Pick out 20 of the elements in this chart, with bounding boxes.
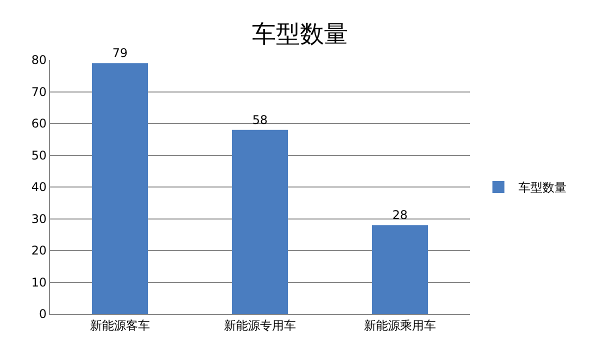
y-tick-label: 30 (31, 212, 47, 226)
x-tick-label: 新能源客车 (90, 318, 150, 332)
x-tick-label: 新能源专用车 (224, 318, 296, 332)
data-label: 58 (252, 112, 268, 127)
y-tick-label: 40 (31, 180, 47, 194)
bar (372, 225, 428, 314)
y-tick-label: 60 (31, 116, 47, 131)
y-tick-label: 20 (31, 244, 47, 258)
y-tick-label: 0 (38, 307, 47, 322)
bar (232, 130, 288, 314)
y-tick-label: 80 (31, 53, 47, 68)
data-label: 79 (112, 46, 128, 60)
y-tick-label: 50 (31, 148, 47, 162)
x-tick-label: 新能源乘用车 (364, 318, 436, 332)
y-tick-label: 10 (31, 275, 47, 290)
data-label: 28 (392, 208, 408, 222)
legend-label: 车型数量 (518, 180, 566, 195)
chart-title: 车型数量 (252, 20, 348, 48)
bar (92, 63, 148, 314)
y-tick-label: 70 (31, 84, 47, 99)
